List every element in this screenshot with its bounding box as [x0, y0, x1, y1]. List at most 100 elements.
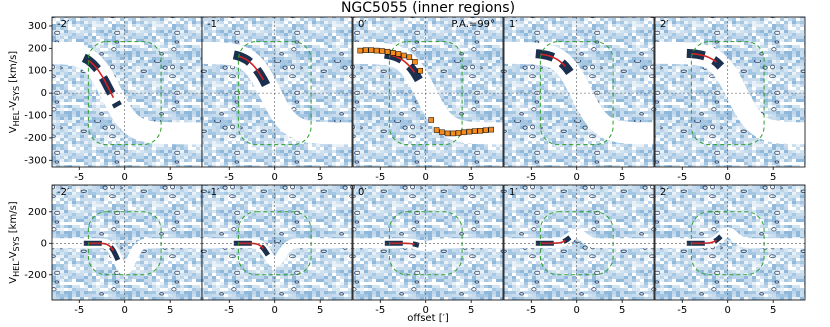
figure-title: NGC5055 (inner regions) — [341, 0, 515, 16]
data-point — [412, 59, 418, 65]
x-tick-label: -5 — [677, 172, 687, 183]
panel: 0′ -5 0 5 — [352, 184, 504, 316]
x-tick-label: -5 — [224, 172, 234, 183]
x-tick-label: -5 — [677, 305, 687, 316]
panel-frame — [503, 184, 655, 301]
y-axis-label-part: [km/s] — [8, 51, 19, 86]
panel-content — [655, 17, 805, 167]
y-tick-label: 100 — [28, 66, 47, 77]
emission-contour — [238, 55, 265, 81]
y-tick-label: -300 — [24, 155, 47, 166]
panel-label: 1′ — [509, 19, 518, 30]
y-tick-label: -200 — [24, 133, 47, 144]
x-tick-label: 0 — [272, 172, 278, 183]
panel: -1′ -5 0 5 — [201, 184, 353, 316]
y-tick-label: -100 — [24, 111, 47, 122]
emission-band — [655, 41, 805, 145]
x-tick-label: -5 — [375, 305, 385, 316]
y-axis-label-part: HEL — [12, 110, 21, 126]
x-tick-label: 5 — [468, 305, 474, 316]
emission-band — [202, 41, 352, 145]
x-tick-label: 5 — [770, 305, 776, 316]
x-tick-label: -5 — [224, 305, 234, 316]
data-point — [362, 47, 369, 53]
y-tick-label: 0 — [41, 88, 47, 99]
panel-label: 0′ — [358, 187, 367, 198]
data-point — [466, 128, 473, 135]
panel: 1′ -5 0 5 — [503, 184, 655, 316]
x-tick-label: 0 — [423, 305, 429, 316]
emission-contour — [389, 54, 416, 73]
data-point — [455, 130, 462, 136]
panel-label: 2′ — [660, 187, 669, 198]
panel-content — [504, 185, 654, 300]
x-tick-label: 5 — [619, 305, 625, 316]
x-tick-label: 5 — [317, 305, 323, 316]
emission-band — [504, 41, 654, 145]
panel: -2′ -5 0 5 -300 -200 -100 0 100 200 300 VHEL-VSYS [… — [8, 16, 203, 183]
data-point — [433, 127, 440, 133]
data-point — [406, 54, 413, 61]
panel: 2′ -5 0 5 — [654, 16, 806, 183]
x-tick-label: 5 — [167, 172, 173, 183]
x-tick-label: 0 — [574, 172, 580, 183]
y-axis-label: VHEL-VSYS [km/s] — [8, 51, 21, 133]
panel-content — [353, 185, 503, 300]
panel-label: 2′ — [660, 19, 669, 30]
y-axis-label-part: [km/s] — [8, 201, 19, 236]
panel-content — [202, 185, 352, 300]
x-tick-label: 5 — [167, 305, 173, 316]
data-point — [472, 128, 478, 134]
data-point — [439, 129, 445, 136]
panel: -2′ -5 0 5 -200 0 200 VHEL-VSYS [km/s] — [8, 184, 203, 316]
panel-content — [504, 17, 654, 167]
panel-frame — [654, 184, 806, 301]
panel-frame — [503, 16, 655, 168]
panel-frame — [654, 16, 806, 168]
y-axis-label-part: -V — [8, 251, 19, 261]
panel: 2′ -5 0 5 — [654, 184, 806, 316]
x-tick-label: 5 — [770, 172, 776, 183]
y-axis-label-part: SYS — [12, 86, 21, 101]
y-axis-label-part: V — [8, 277, 19, 284]
x-axis-label: offset [′] — [407, 313, 449, 324]
data-point — [482, 127, 489, 134]
data-point — [461, 129, 467, 136]
x-tick-label: -5 — [74, 305, 84, 316]
panel-label: -1′ — [207, 187, 220, 198]
x-tick-label: 0 — [725, 172, 731, 183]
data-point — [401, 52, 407, 59]
panel-content — [52, 185, 202, 300]
panel-label: -2′ — [57, 19, 70, 30]
x-tick-label: -5 — [526, 172, 536, 183]
y-tick-label: -200 — [24, 270, 47, 281]
data-point — [488, 126, 494, 133]
panel-content — [52, 17, 202, 167]
panel-frame — [201, 184, 353, 301]
x-tick-label: 5 — [468, 172, 474, 183]
y-axis-label-part: V — [8, 126, 19, 133]
y-axis-label-part: -V — [8, 101, 19, 111]
x-tick-label: 0 — [272, 305, 278, 316]
x-tick-label: 0 — [725, 305, 731, 316]
emission-band — [52, 42, 202, 145]
panel-frame — [352, 16, 504, 168]
data-point — [444, 130, 451, 137]
x-tick-label: -5 — [526, 305, 536, 316]
panel: 1′ -5 0 5 — [503, 16, 655, 183]
y-tick-label: 300 — [28, 21, 47, 32]
panel: -1′ -5 0 5 — [201, 16, 353, 183]
x-tick-label: 5 — [619, 172, 625, 183]
y-tick-label: 200 — [28, 207, 47, 218]
panel-label: 0′ — [358, 19, 367, 30]
panel-frame — [201, 16, 353, 168]
data-point — [417, 67, 424, 74]
x-tick-label: 0 — [122, 172, 128, 183]
data-point — [450, 130, 456, 137]
data-point — [428, 117, 434, 123]
emission-contour — [691, 52, 717, 63]
panel-content — [202, 17, 352, 167]
panel-label: -1′ — [207, 19, 220, 30]
data-point — [395, 51, 402, 57]
